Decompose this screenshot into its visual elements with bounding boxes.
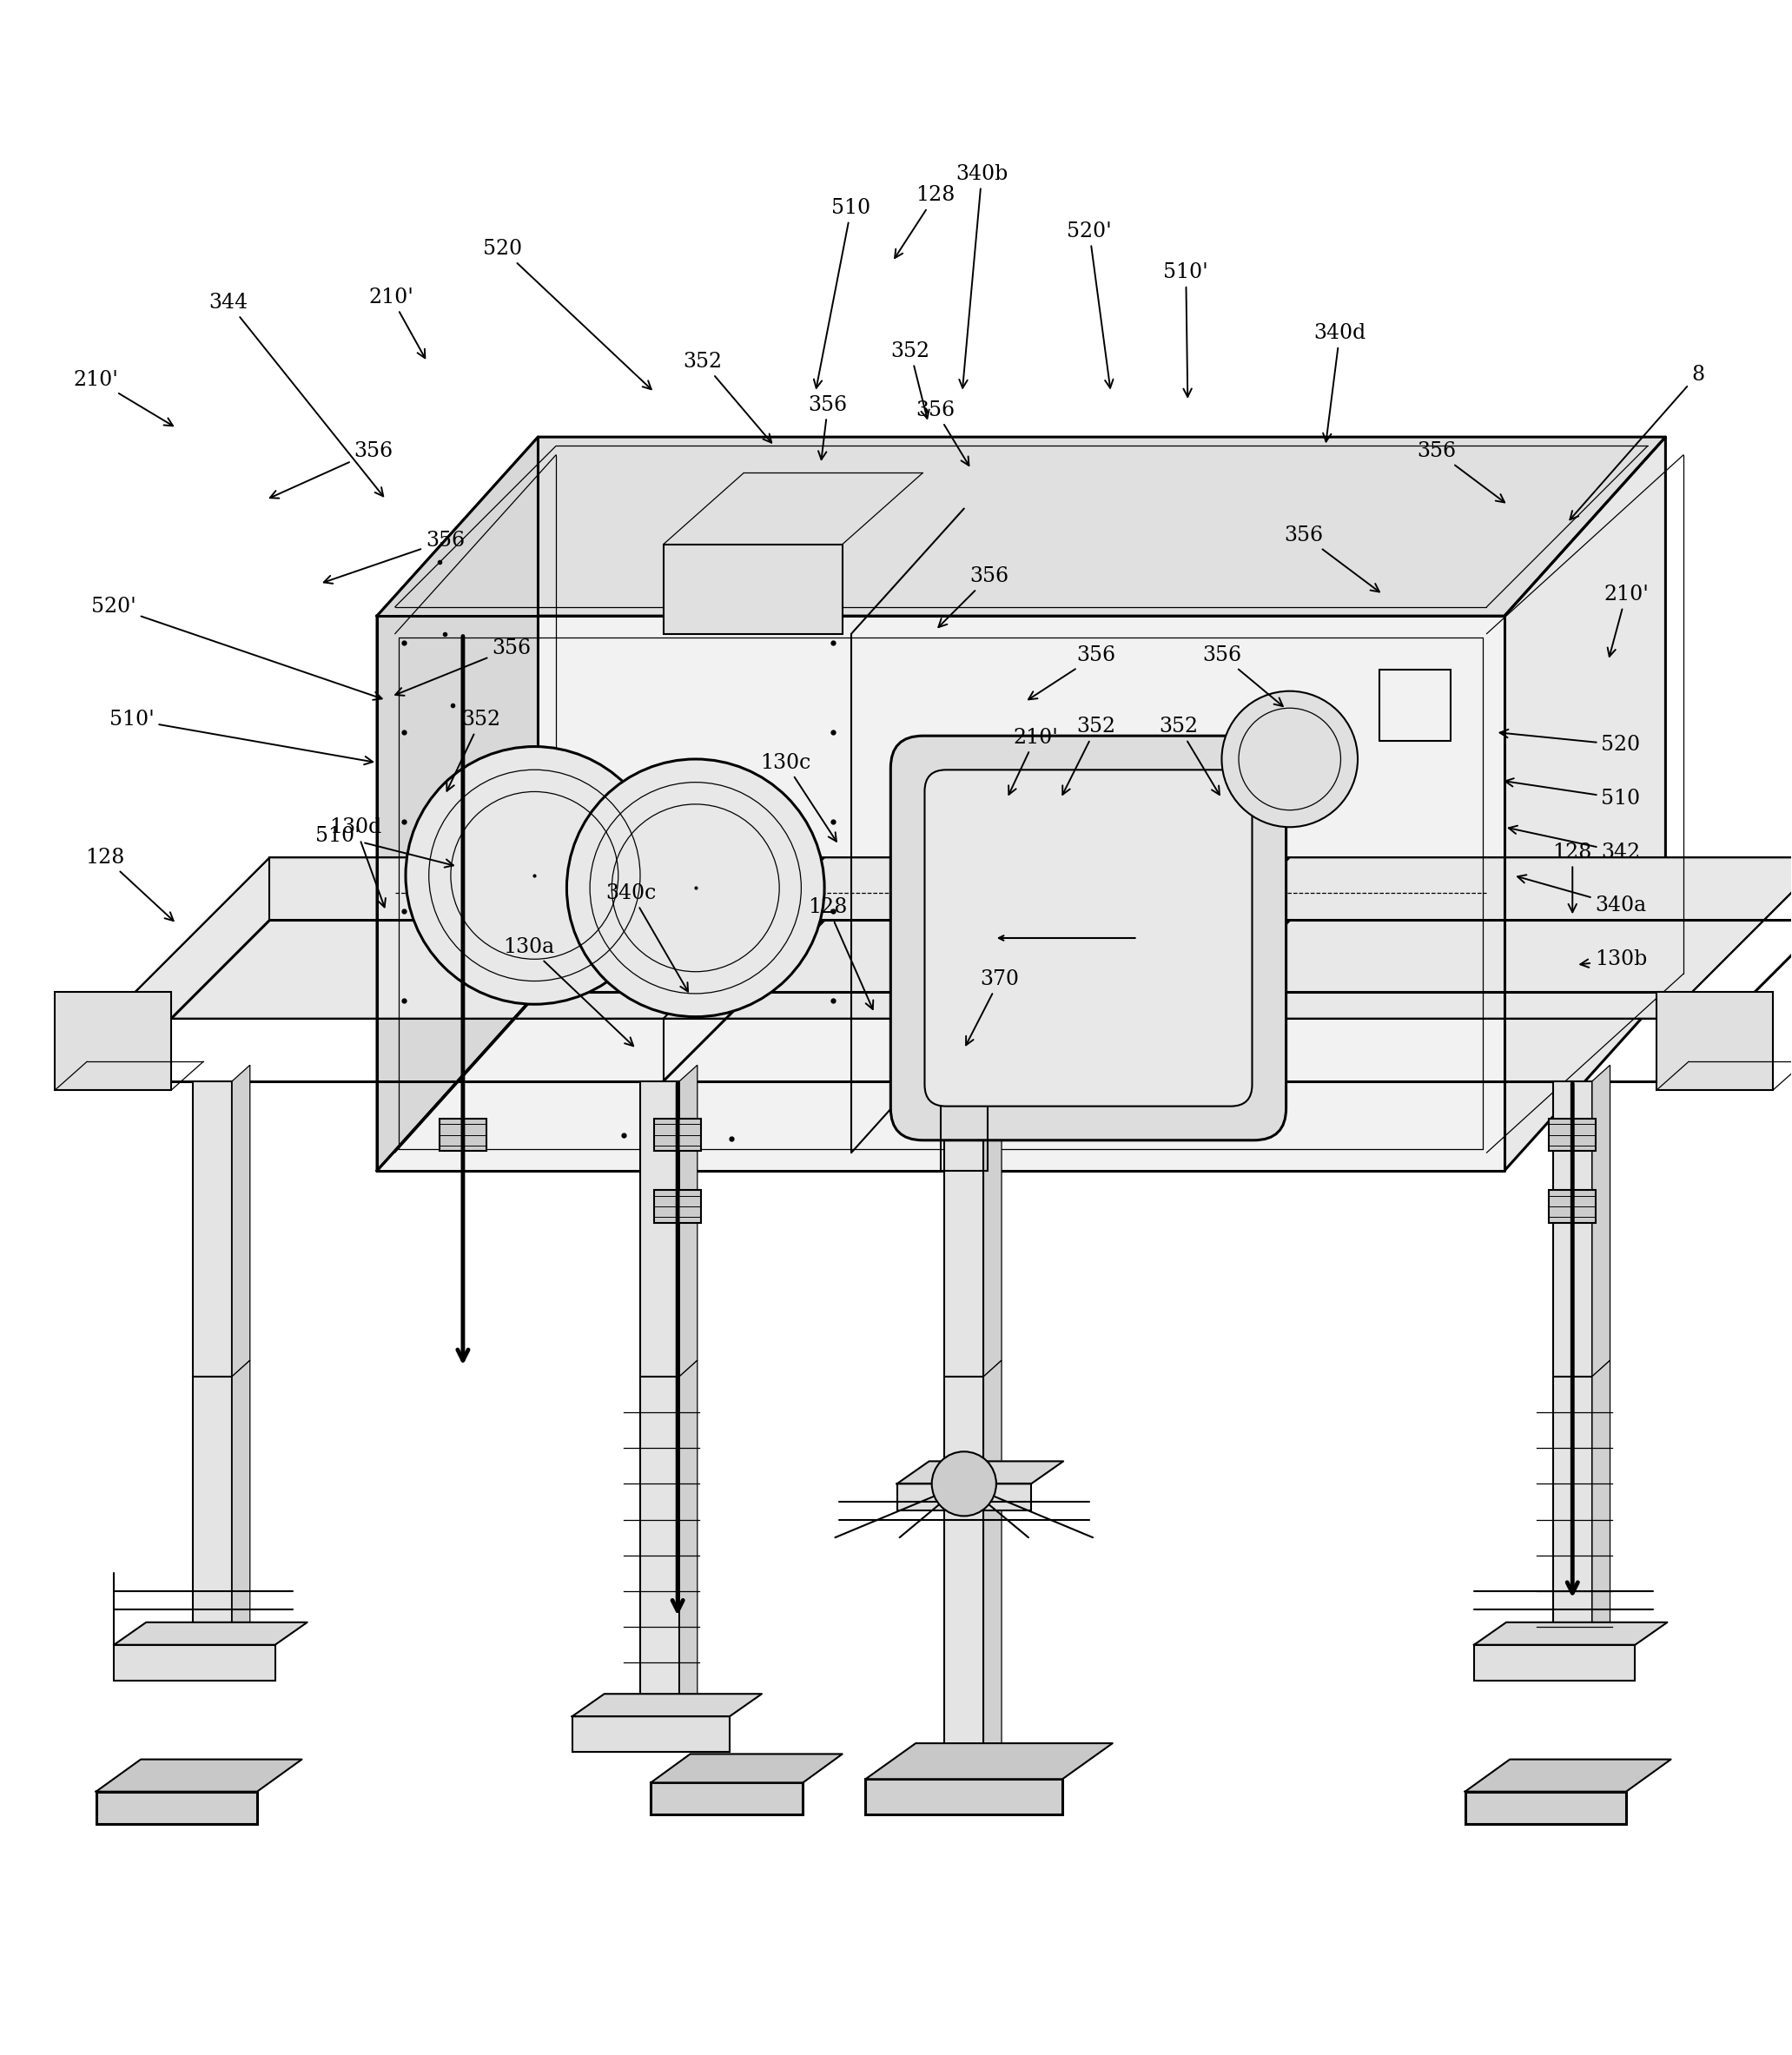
Polygon shape bbox=[376, 438, 538, 1171]
Bar bbox=[650, 1782, 803, 1815]
Text: 520': 520' bbox=[91, 598, 382, 701]
Text: 356: 356 bbox=[271, 442, 392, 497]
Polygon shape bbox=[1591, 1360, 1609, 1644]
Bar bbox=[97, 1792, 256, 1823]
FancyBboxPatch shape bbox=[891, 736, 1287, 1141]
Text: 510: 510 bbox=[1505, 779, 1640, 808]
Polygon shape bbox=[109, 857, 1792, 1019]
Text: 342: 342 bbox=[1509, 826, 1640, 863]
Text: 352: 352 bbox=[891, 341, 930, 419]
Bar bbox=[944, 1081, 984, 1377]
Polygon shape bbox=[376, 438, 1665, 616]
Text: 128: 128 bbox=[86, 847, 174, 921]
Bar bbox=[944, 1377, 984, 1484]
Text: 130c: 130c bbox=[760, 752, 837, 840]
Text: 340c: 340c bbox=[606, 884, 688, 993]
Polygon shape bbox=[572, 1693, 762, 1716]
Bar bbox=[572, 1716, 729, 1753]
Text: 210': 210' bbox=[1009, 727, 1057, 795]
Bar bbox=[944, 1484, 984, 1780]
Text: 130b: 130b bbox=[1581, 949, 1647, 970]
Text: 520: 520 bbox=[1500, 730, 1640, 754]
Polygon shape bbox=[1466, 1759, 1670, 1792]
Text: 8: 8 bbox=[1570, 364, 1704, 520]
Text: 352: 352 bbox=[1159, 717, 1220, 795]
FancyBboxPatch shape bbox=[925, 771, 1253, 1106]
Bar bbox=[1475, 1644, 1634, 1681]
Text: 130d: 130d bbox=[330, 818, 385, 906]
Text: 344: 344 bbox=[210, 292, 383, 495]
Polygon shape bbox=[231, 1360, 249, 1644]
Text: 356: 356 bbox=[808, 395, 848, 460]
Text: 510': 510' bbox=[315, 826, 453, 867]
Text: 356: 356 bbox=[1417, 442, 1505, 501]
Bar bbox=[1466, 1792, 1625, 1823]
Polygon shape bbox=[984, 1467, 1002, 1780]
Ellipse shape bbox=[941, 1048, 987, 1060]
Circle shape bbox=[566, 758, 824, 1017]
Text: 340d: 340d bbox=[1314, 323, 1366, 442]
Text: 356: 356 bbox=[396, 639, 530, 695]
Polygon shape bbox=[984, 1064, 1002, 1377]
Text: 370: 370 bbox=[966, 970, 1020, 1046]
Polygon shape bbox=[866, 1743, 1113, 1780]
Polygon shape bbox=[1591, 1064, 1609, 1377]
Polygon shape bbox=[679, 1360, 697, 1716]
Circle shape bbox=[932, 1451, 996, 1517]
Polygon shape bbox=[376, 616, 1505, 1171]
Bar bbox=[866, 1780, 1063, 1815]
Bar bbox=[896, 1484, 1030, 1510]
Bar bbox=[1554, 1377, 1591, 1644]
Circle shape bbox=[405, 746, 663, 1005]
Bar bbox=[1656, 993, 1772, 1089]
Text: 356: 356 bbox=[1285, 526, 1380, 592]
Polygon shape bbox=[896, 1461, 1063, 1484]
Text: 356: 356 bbox=[324, 530, 464, 584]
Text: 356: 356 bbox=[1202, 645, 1283, 707]
Bar bbox=[439, 1118, 486, 1151]
Text: 352: 352 bbox=[683, 351, 772, 442]
Polygon shape bbox=[1505, 438, 1665, 1171]
Bar bbox=[654, 1118, 701, 1151]
Text: 340a: 340a bbox=[1518, 875, 1647, 917]
Text: 520': 520' bbox=[1066, 222, 1113, 388]
Text: 210': 210' bbox=[1604, 584, 1649, 656]
Text: 128: 128 bbox=[894, 185, 955, 259]
Polygon shape bbox=[1475, 1621, 1667, 1644]
Bar bbox=[654, 1190, 701, 1223]
Polygon shape bbox=[97, 1759, 301, 1792]
Text: 210': 210' bbox=[369, 288, 425, 358]
Text: 356: 356 bbox=[1029, 645, 1116, 699]
Text: 340b: 340b bbox=[955, 164, 1009, 388]
Text: 356: 356 bbox=[916, 401, 969, 466]
Text: 352: 352 bbox=[1063, 717, 1116, 795]
Bar bbox=[194, 1377, 231, 1644]
Bar bbox=[1554, 1081, 1591, 1377]
Polygon shape bbox=[679, 1064, 697, 1377]
Bar bbox=[1550, 1118, 1595, 1151]
Bar bbox=[194, 1081, 231, 1377]
Polygon shape bbox=[231, 1064, 249, 1377]
Polygon shape bbox=[115, 1621, 306, 1644]
Text: 510': 510' bbox=[1163, 263, 1208, 397]
Text: 510': 510' bbox=[109, 709, 373, 764]
Bar bbox=[640, 1377, 679, 1716]
Bar bbox=[663, 545, 842, 633]
Text: 356: 356 bbox=[939, 567, 1009, 627]
Bar bbox=[1550, 1190, 1595, 1223]
Text: 128: 128 bbox=[1552, 843, 1591, 912]
Text: 520: 520 bbox=[482, 238, 650, 388]
Circle shape bbox=[1222, 690, 1358, 826]
Text: 352: 352 bbox=[446, 709, 500, 791]
Bar bbox=[640, 1081, 679, 1377]
Text: 128: 128 bbox=[808, 898, 873, 1009]
Text: 210': 210' bbox=[73, 370, 172, 425]
Text: 130a: 130a bbox=[504, 937, 633, 1046]
Polygon shape bbox=[984, 1360, 1002, 1484]
Polygon shape bbox=[650, 1755, 842, 1782]
Bar bbox=[115, 1644, 274, 1681]
Text: 510: 510 bbox=[814, 197, 871, 388]
Bar bbox=[56, 993, 172, 1089]
